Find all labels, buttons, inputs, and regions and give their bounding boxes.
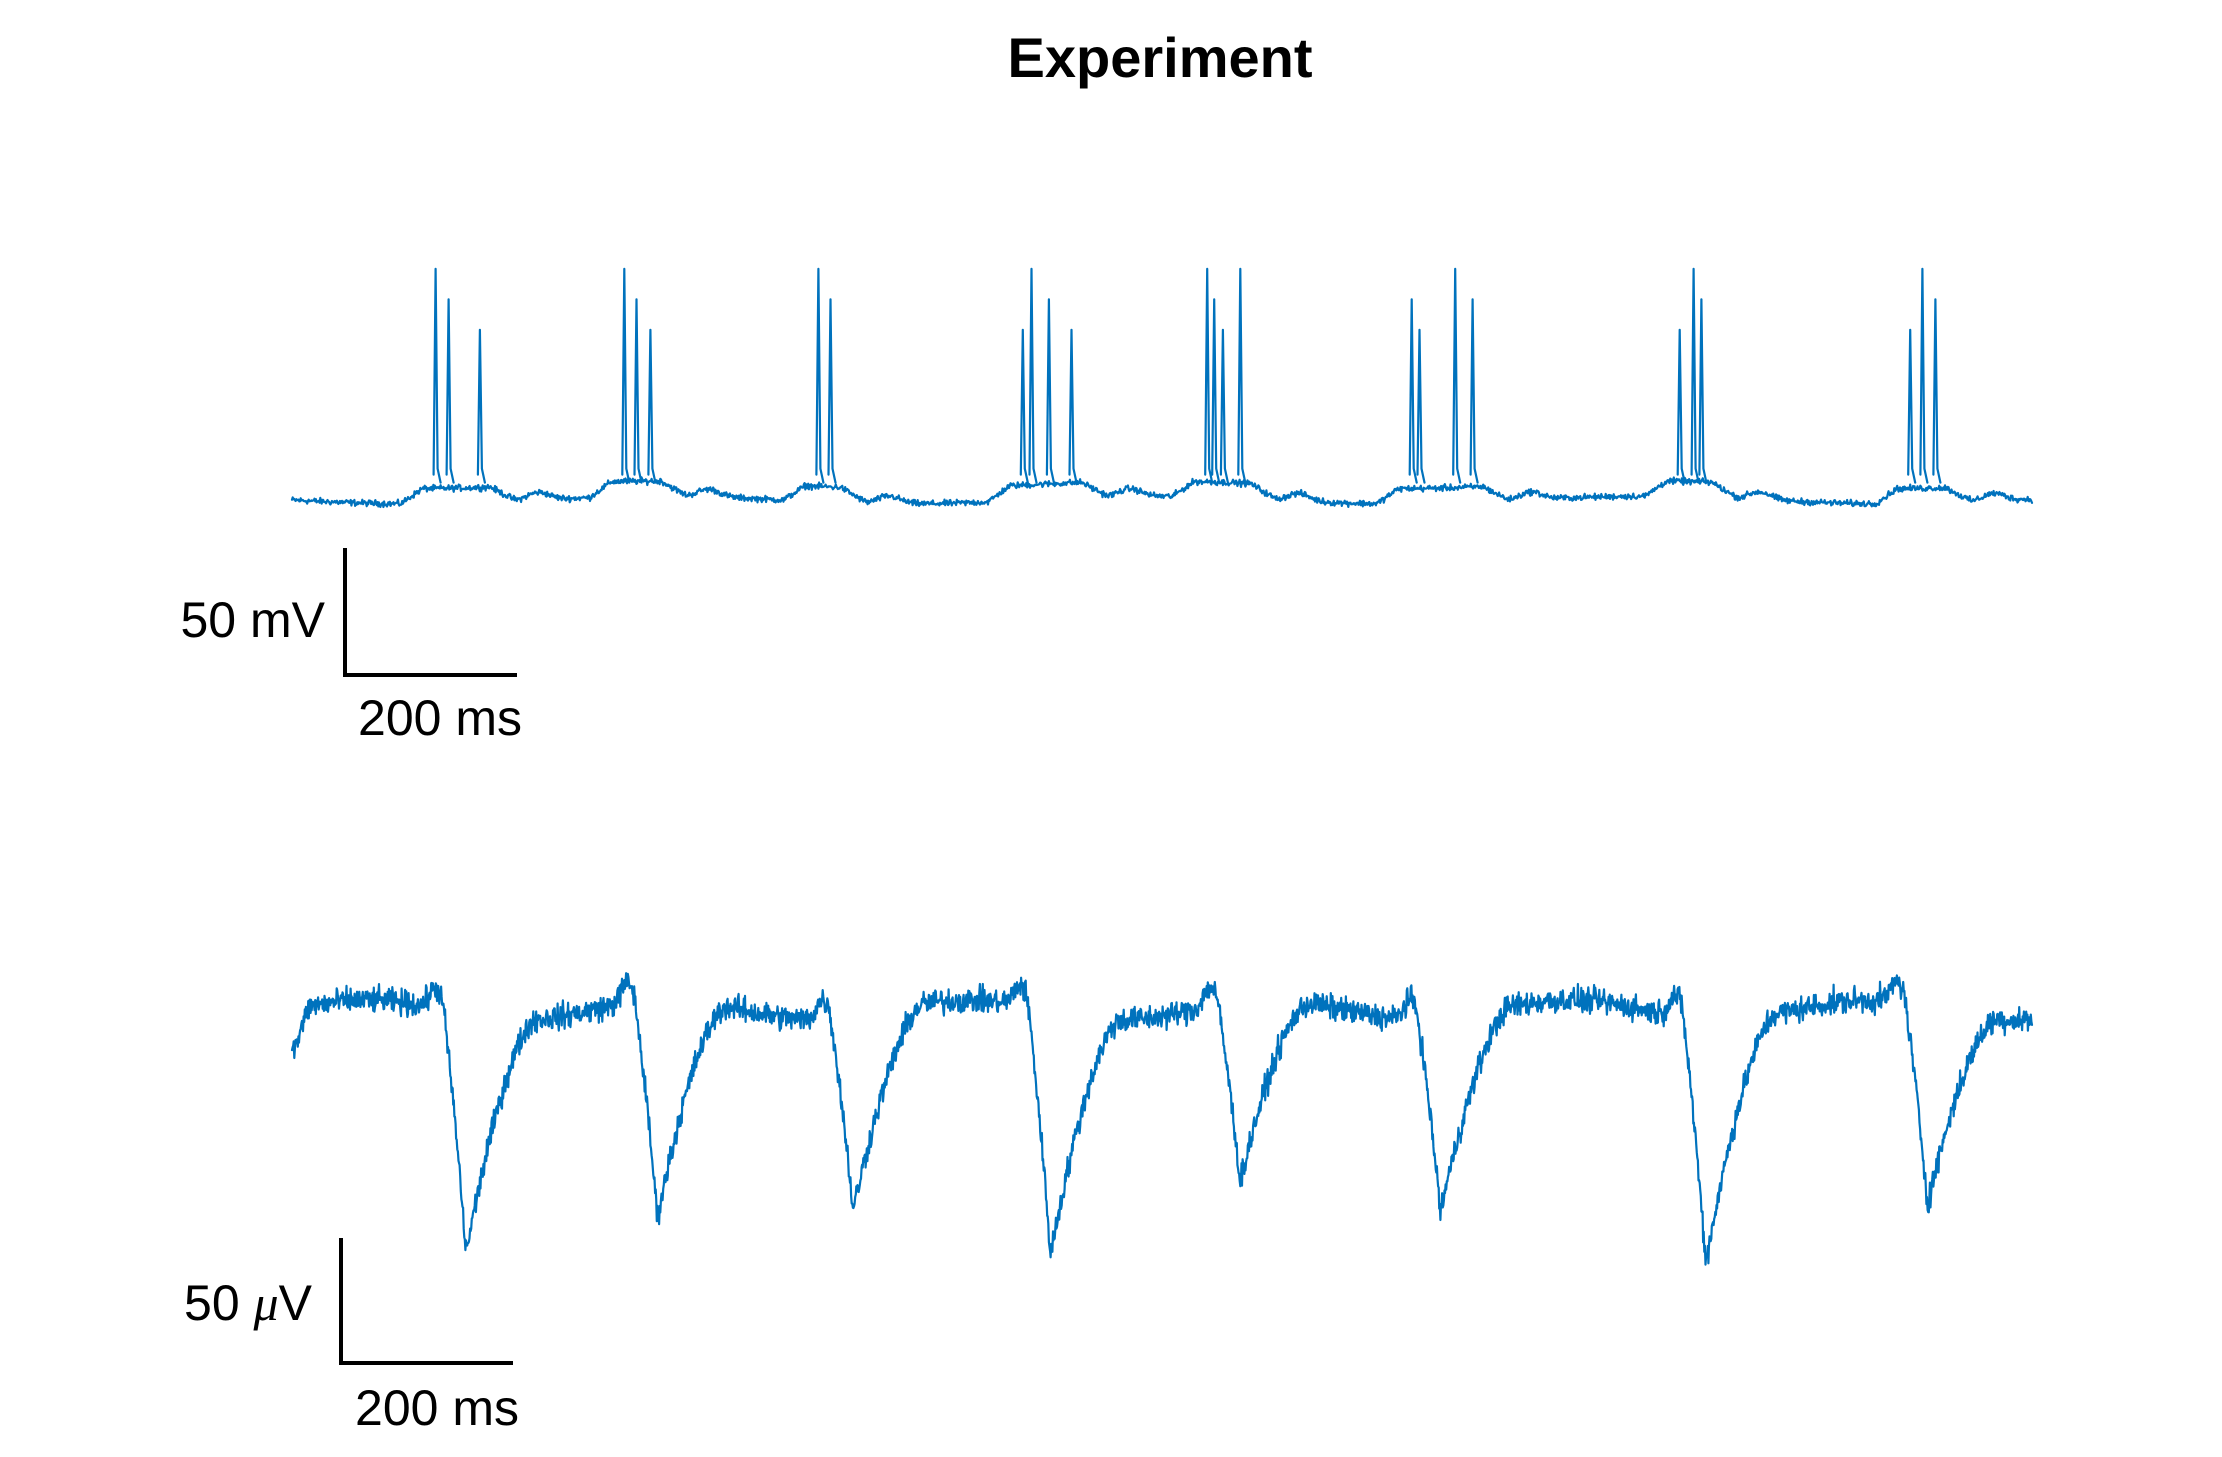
time-scalebar-label-bottom: 200 ms [355,1380,519,1436]
field-scalebar-label-suffix: V [279,1275,313,1331]
voltage-scalebar-label: 50 mV [180,592,325,648]
membrane-potential-trace [290,267,2034,509]
membrane-potential-panel: 50 mV 200 ms [180,267,2034,746]
field-scalebar-label-mu: μ [253,1275,279,1331]
time-scalebar-label-top: 200 ms [358,690,522,746]
field-potential-panel: 50 μV 200 ms [184,972,2034,1436]
field-scalebar [339,1238,513,1365]
field-scalebar-label-prefix: 50 [184,1275,254,1331]
field-scalebar-label: 50 μV [184,1275,313,1331]
voltage-scalebar [343,548,517,677]
chart-title: Experiment [1008,26,1313,89]
field-potential-trace [290,972,2034,1266]
